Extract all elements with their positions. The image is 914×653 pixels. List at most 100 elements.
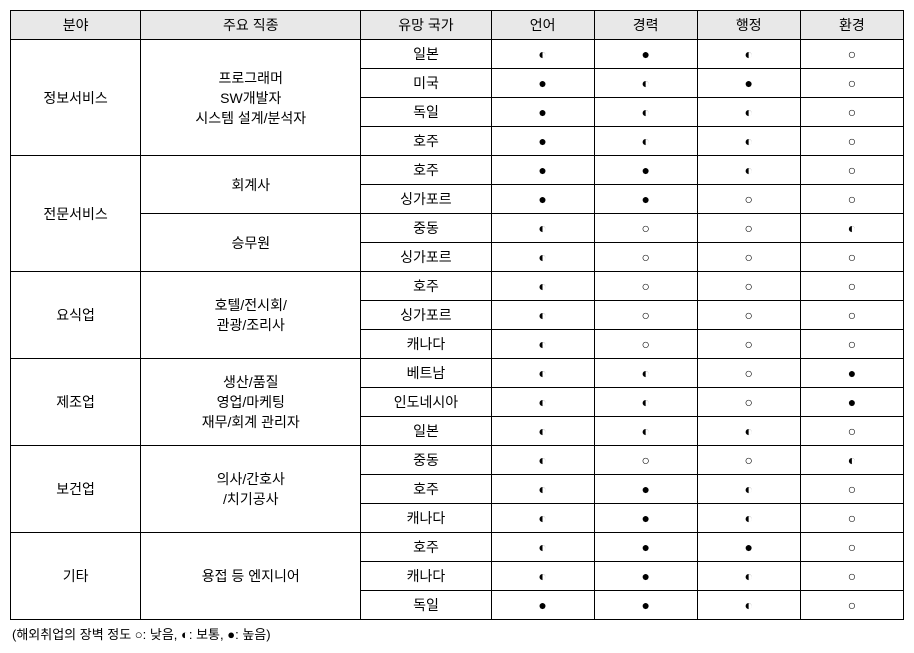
field-cell: 요식업 <box>11 272 141 359</box>
value-cell: ● <box>491 127 594 156</box>
value-cell: ◐ <box>800 446 903 475</box>
value-cell: ○ <box>697 214 800 243</box>
value-cell: ◐ <box>491 504 594 533</box>
value-cell: ● <box>491 591 594 620</box>
value-cell: ● <box>697 69 800 98</box>
value-cell: ○ <box>697 301 800 330</box>
country-cell: 일본 <box>361 417 491 446</box>
value-cell: ○ <box>800 301 903 330</box>
value-cell: ◐ <box>491 388 594 417</box>
col-job: 주요 직종 <box>141 11 361 40</box>
value-cell: ○ <box>800 69 903 98</box>
country-cell: 일본 <box>361 40 491 69</box>
value-cell: ◐ <box>491 359 594 388</box>
value-cell: ◐ <box>594 98 697 127</box>
value-cell: ● <box>491 185 594 214</box>
value-cell: ○ <box>800 40 903 69</box>
value-cell: ◐ <box>800 214 903 243</box>
value-cell: ◐ <box>697 504 800 533</box>
country-cell: 캐나다 <box>361 504 491 533</box>
col-field: 분야 <box>11 11 141 40</box>
value-cell: ● <box>800 359 903 388</box>
col-country: 유망 국가 <box>361 11 491 40</box>
col-exp: 경력 <box>594 11 697 40</box>
field-cell: 보건업 <box>11 446 141 533</box>
value-cell: ● <box>594 591 697 620</box>
value-cell: ◐ <box>491 417 594 446</box>
job-cell: 호텔/전시회/관광/조리사 <box>141 272 361 359</box>
value-cell: ◐ <box>491 40 594 69</box>
value-cell: ○ <box>594 301 697 330</box>
value-cell: ○ <box>800 272 903 301</box>
col-env: 환경 <box>800 11 903 40</box>
job-cell: 승무원 <box>141 214 361 272</box>
country-cell: 싱가포르 <box>361 243 491 272</box>
value-cell: ◐ <box>697 156 800 185</box>
country-cell: 호주 <box>361 475 491 504</box>
value-cell: ◐ <box>491 475 594 504</box>
country-cell: 독일 <box>361 591 491 620</box>
value-cell: ○ <box>697 243 800 272</box>
value-cell: ◐ <box>594 417 697 446</box>
value-cell: ◐ <box>491 272 594 301</box>
value-cell: ○ <box>594 272 697 301</box>
value-cell: ○ <box>800 533 903 562</box>
value-cell: ○ <box>800 475 903 504</box>
value-cell: ◐ <box>491 446 594 475</box>
value-cell: ● <box>594 562 697 591</box>
job-cell: 용접 등 엔지니어 <box>141 533 361 620</box>
country-cell: 베트남 <box>361 359 491 388</box>
value-cell: ◐ <box>594 69 697 98</box>
country-cell: 호주 <box>361 533 491 562</box>
table-row: 전문서비스회계사호주●●◐○ <box>11 156 904 185</box>
value-cell: ○ <box>697 185 800 214</box>
country-cell: 호주 <box>361 272 491 301</box>
value-cell: ○ <box>800 417 903 446</box>
header-row: 분야 주요 직종 유망 국가 언어 경력 행정 환경 <box>11 11 904 40</box>
value-cell: ● <box>594 40 697 69</box>
value-cell: ● <box>491 156 594 185</box>
value-cell: ◐ <box>697 40 800 69</box>
value-cell: ○ <box>697 330 800 359</box>
value-cell: ○ <box>697 359 800 388</box>
field-cell: 정보서비스 <box>11 40 141 156</box>
value-cell: ○ <box>594 446 697 475</box>
value-cell: ● <box>594 504 697 533</box>
value-cell: ◐ <box>491 330 594 359</box>
job-cell: 의사/간호사/치기공사 <box>141 446 361 533</box>
country-cell: 미국 <box>361 69 491 98</box>
value-cell: ◐ <box>594 388 697 417</box>
value-cell: ○ <box>800 591 903 620</box>
table-row: 승무원중동◐○○◐ <box>11 214 904 243</box>
table-row: 정보서비스프로그래머SW개발자시스템 설계/분석자일본◐●◐○ <box>11 40 904 69</box>
table-row: 요식업호텔/전시회/관광/조리사호주◐○○○ <box>11 272 904 301</box>
value-cell: ◐ <box>697 475 800 504</box>
country-cell: 싱가포르 <box>361 301 491 330</box>
value-cell: ◐ <box>697 127 800 156</box>
country-cell: 캐나다 <box>361 330 491 359</box>
value-cell: ◐ <box>491 301 594 330</box>
field-cell: 제조업 <box>11 359 141 446</box>
value-cell: ○ <box>594 330 697 359</box>
value-cell: ● <box>594 185 697 214</box>
country-cell: 싱가포르 <box>361 185 491 214</box>
country-cell: 인도네시아 <box>361 388 491 417</box>
table-row: 보건업의사/간호사/치기공사중동◐○○◐ <box>11 446 904 475</box>
field-cell: 기타 <box>11 533 141 620</box>
country-cell: 캐나다 <box>361 562 491 591</box>
col-lang: 언어 <box>491 11 594 40</box>
value-cell: ○ <box>800 127 903 156</box>
value-cell: ○ <box>800 330 903 359</box>
value-cell: ● <box>800 388 903 417</box>
job-cell: 생산/품질영업/마케팅재무/회계 관리자 <box>141 359 361 446</box>
job-cell: 회계사 <box>141 156 361 214</box>
table-row: 기타용접 등 엔지니어호주◐●●○ <box>11 533 904 562</box>
value-cell: ● <box>697 533 800 562</box>
value-cell: ◐ <box>491 562 594 591</box>
legend-text: (해외취업의 장벽 정도 ○: 낮음, ◐: 보통, ●: 높음) <box>10 624 904 643</box>
value-cell: ○ <box>800 156 903 185</box>
value-cell: ● <box>491 98 594 127</box>
value-cell: ◐ <box>491 533 594 562</box>
value-cell: ◐ <box>594 127 697 156</box>
value-cell: ◐ <box>491 243 594 272</box>
